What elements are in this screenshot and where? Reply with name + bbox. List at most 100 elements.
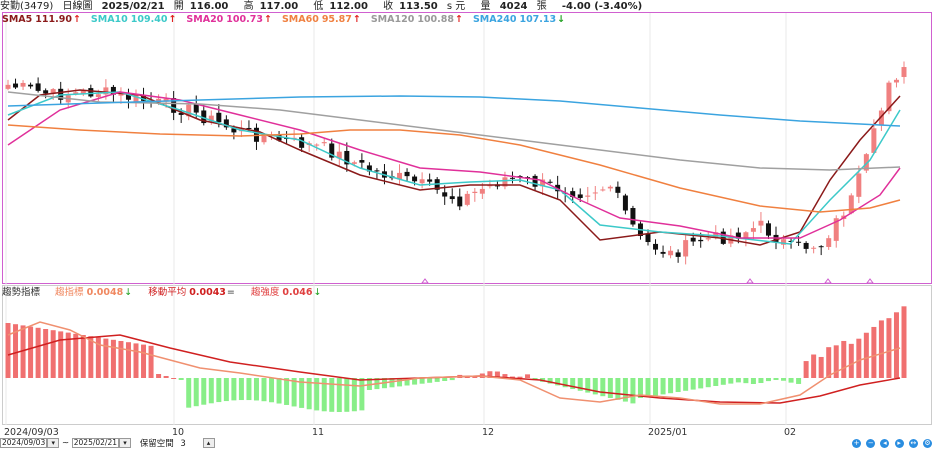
period-label: 日線圖 bbox=[62, 1, 93, 12]
oscillator-bar bbox=[13, 324, 19, 378]
oscillator-bar bbox=[359, 378, 365, 411]
ma-value: 100.73 bbox=[226, 14, 263, 25]
oscillator-bar bbox=[660, 378, 666, 395]
oscillator-bar bbox=[28, 326, 34, 378]
candle-body bbox=[397, 172, 403, 180]
oscillator-bar bbox=[547, 378, 553, 384]
oscillator-bar bbox=[50, 330, 56, 378]
change-value: -4.00 (-3.40%) bbox=[561, 1, 643, 12]
candle-body bbox=[856, 173, 862, 197]
candle-body bbox=[645, 233, 651, 243]
oscillator-bar bbox=[848, 343, 854, 378]
candle-body bbox=[660, 251, 666, 254]
zoom-in-icon[interactable]: + bbox=[852, 439, 862, 448]
settings-icon[interactable]: ⚙ bbox=[923, 439, 932, 448]
oscillator-bar bbox=[893, 312, 899, 378]
candle-body bbox=[171, 98, 177, 113]
candle-body bbox=[110, 86, 116, 95]
volume-group: 量 4024 張 bbox=[481, 1, 553, 12]
candle-body bbox=[540, 179, 546, 187]
price-panel[interactable] bbox=[2, 12, 932, 284]
fit-icon[interactable]: ↔ bbox=[908, 439, 918, 448]
candle-body bbox=[344, 150, 350, 165]
oscillator-bar bbox=[487, 371, 493, 378]
keep-space-value[interactable]: 3 bbox=[180, 438, 186, 449]
oscillator-bar bbox=[517, 376, 523, 378]
high-label: 高 bbox=[243, 1, 254, 12]
candle-body bbox=[577, 194, 583, 198]
candle-body bbox=[878, 110, 884, 126]
oscillator-panel[interactable] bbox=[2, 285, 932, 425]
candle-body bbox=[13, 83, 19, 88]
oscillator-bar bbox=[389, 378, 395, 388]
range-start-dropdown[interactable]: ▾ bbox=[47, 438, 60, 448]
oscillator-bar bbox=[758, 378, 764, 384]
range-end-input[interactable]: 2025/02/21 bbox=[71, 438, 119, 448]
arrow-up-icon: ↑ bbox=[455, 14, 463, 25]
candle-body bbox=[88, 88, 94, 97]
range-start-input[interactable]: 2024/09/03 bbox=[0, 438, 48, 448]
osc-legend-item: 移動平均 0.0043= bbox=[148, 287, 235, 298]
oscillator-bar bbox=[637, 378, 643, 398]
osc-indicator-line bbox=[7, 321, 901, 405]
candle-body bbox=[73, 92, 79, 94]
candle-body bbox=[848, 195, 854, 214]
candle-body bbox=[133, 93, 139, 103]
candle-body bbox=[547, 181, 553, 183]
candle-body bbox=[125, 93, 131, 100]
scroll-right-icon[interactable]: ▸ bbox=[894, 439, 904, 448]
candle-body bbox=[276, 134, 282, 141]
oscillator-bar bbox=[404, 378, 410, 386]
arrow-down-icon: ↓ bbox=[313, 287, 322, 298]
candle-body bbox=[811, 247, 817, 249]
oscillator-bar bbox=[668, 378, 674, 394]
oscillator-bar bbox=[284, 378, 290, 405]
arrow-up-icon: ↑ bbox=[352, 14, 361, 25]
candle-body bbox=[833, 218, 839, 241]
oscillator-bar bbox=[223, 378, 229, 402]
scroll-left-icon[interactable]: ◂ bbox=[880, 439, 890, 448]
oscillator-bar bbox=[269, 378, 275, 403]
oscillator-bar bbox=[5, 323, 11, 378]
oscillator-bar bbox=[178, 378, 184, 380]
osc-value: 0.0048 bbox=[86, 287, 124, 298]
close-value: 113.50 bbox=[399, 1, 438, 12]
oscillator-bar bbox=[743, 378, 749, 384]
oscillator-bar bbox=[351, 378, 357, 412]
zoom-out-icon[interactable]: − bbox=[866, 439, 876, 448]
oscillator-bar bbox=[141, 344, 147, 378]
candle-body bbox=[690, 237, 696, 242]
stock-symbol: 安勤(3479) bbox=[0, 1, 54, 12]
oscillator-bar bbox=[555, 378, 561, 386]
oscillator-bar bbox=[811, 354, 817, 378]
candle-body bbox=[886, 82, 892, 112]
candle-body bbox=[675, 252, 681, 257]
keep-space-spinner[interactable]: ▴ bbox=[202, 438, 215, 448]
high-value: 117.00 bbox=[259, 1, 299, 12]
candle-body bbox=[163, 98, 169, 102]
candle-body bbox=[261, 135, 267, 143]
osc-legend-item: 趨指標 0.0048↓ bbox=[55, 287, 133, 298]
range-end-dropdown[interactable]: ▾ bbox=[119, 438, 131, 448]
candle-body bbox=[35, 83, 41, 91]
ma-label: SMA5 bbox=[2, 14, 33, 25]
oscillator-bar bbox=[118, 341, 124, 378]
candle-body bbox=[622, 195, 628, 211]
candle-body bbox=[193, 104, 199, 113]
oscillator-bar bbox=[306, 378, 312, 410]
oscillator-bar bbox=[833, 345, 839, 378]
range-separator: ~ bbox=[61, 438, 70, 449]
candle-body bbox=[502, 177, 508, 187]
oscillator-bar bbox=[110, 339, 116, 378]
oscillator-bar bbox=[231, 378, 237, 401]
marker-triangle-icon bbox=[824, 278, 832, 284]
candle-body bbox=[901, 67, 907, 77]
candle-body bbox=[449, 196, 455, 200]
marker-triangle-icon bbox=[866, 278, 874, 284]
oscillator-bar bbox=[886, 318, 892, 378]
candle-body bbox=[600, 189, 606, 191]
marker-triangle-icon bbox=[421, 278, 429, 284]
oscillator-bar bbox=[675, 378, 681, 392]
ma-value: 109.40 bbox=[130, 14, 168, 25]
oscillator-bar bbox=[95, 337, 101, 378]
